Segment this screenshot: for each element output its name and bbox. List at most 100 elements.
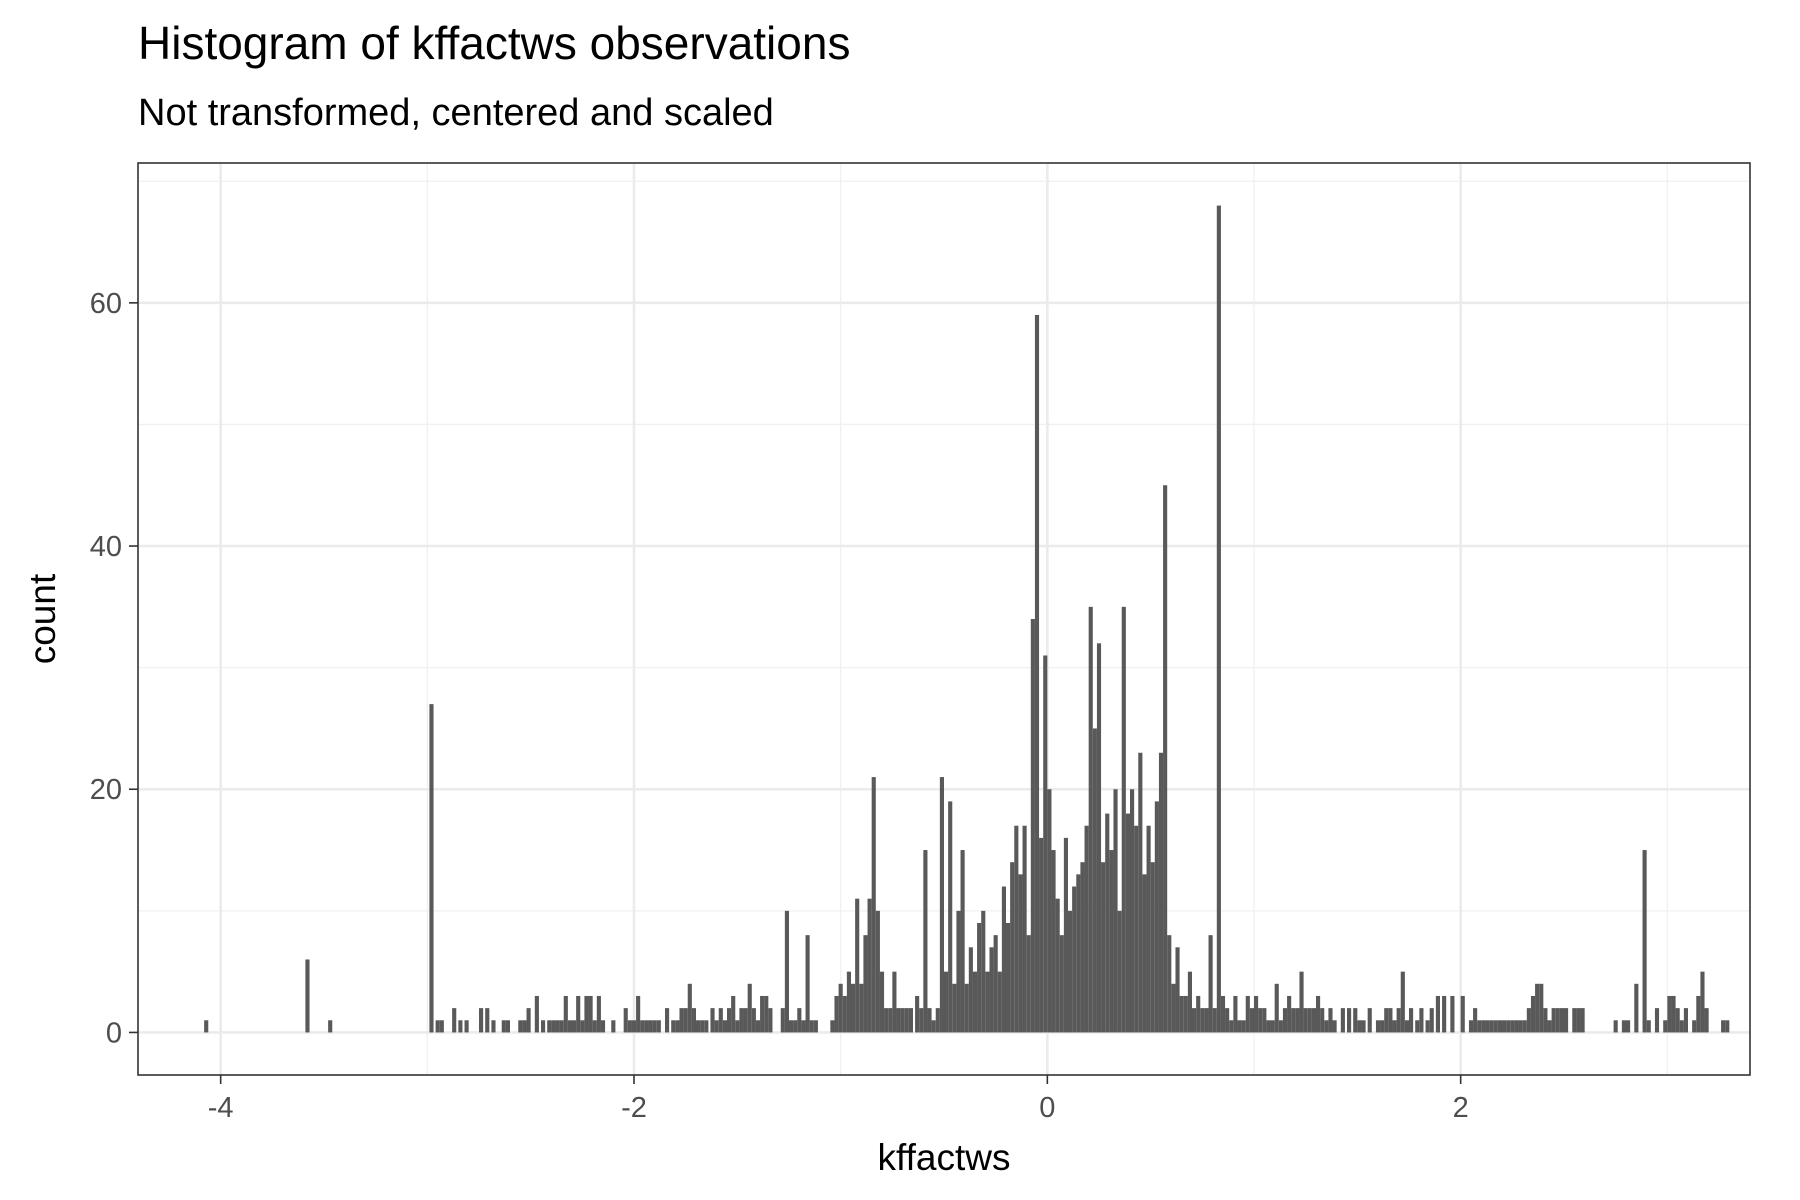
histogram-bar [652,1020,657,1033]
histogram-bar [1220,995,1226,1033]
histogram-bar [1316,995,1321,1033]
histogram-bar [972,971,978,1033]
histogram-bar [547,1020,552,1033]
histogram-bar [611,1020,616,1033]
histogram-bar [1400,971,1405,1033]
histogram-bar [1450,995,1455,1033]
histogram-bar [997,971,1002,1033]
histogram-bar [1047,789,1052,1033]
histogram-bar [1559,1008,1564,1033]
histogram-bar [518,1020,523,1033]
histogram-bar [1510,1020,1515,1033]
histogram-bar [1142,874,1147,1033]
histogram-bar [846,971,851,1033]
histogram-bar [977,923,982,1033]
histogram-bar [572,1020,577,1033]
histogram-bar [935,1008,940,1033]
histogram-bar [867,898,872,1033]
histogram-bar [700,1020,705,1033]
histogram-bar [780,1008,785,1033]
histogram-bar [1328,1008,1333,1033]
histogram-bar [1055,898,1060,1033]
histogram-bar [1295,1008,1300,1033]
histogram-bar [1212,1008,1217,1033]
histogram-bar [1163,485,1168,1033]
histogram-bar [1493,1020,1498,1033]
histogram-bar [305,959,310,1033]
histogram-bar [1282,1008,1288,1033]
histogram-bar [1266,1020,1271,1033]
histogram-bar [1196,995,1201,1033]
histogram-bar [1663,1020,1668,1033]
histogram-bar [1357,1020,1362,1033]
histogram-bar [1233,995,1238,1033]
plot-border [137,162,1751,1076]
x-tick-label: 0 [1039,1092,1055,1124]
histogram-bar [1613,1020,1618,1033]
histogram-bar [1468,1020,1474,1033]
histogram-bar [871,777,876,1033]
histogram-bar [1262,1008,1267,1033]
x-tick-label: -4 [208,1092,234,1124]
histogram-bar [1409,1008,1414,1033]
histogram-bar [501,1020,506,1033]
histogram-bar [801,1020,806,1033]
histogram-bar [1022,825,1027,1033]
histogram-bar [1477,1020,1482,1033]
histogram-bar [1692,1020,1697,1033]
histogram-bar [687,983,692,1033]
histogram-bar [1375,1020,1381,1033]
histogram-bar [1059,935,1064,1033]
histogram-bar [784,910,789,1033]
histogram-bar [623,1008,628,1033]
histogram-bar [1072,886,1077,1033]
histogram-bar [675,1020,680,1033]
histogram-bar [592,1020,597,1033]
histogram-bar [1216,205,1221,1033]
histogram-bar [1150,862,1155,1033]
x-tick-label: -2 [621,1092,647,1124]
histogram-bar [1311,1008,1316,1033]
histogram-bar [1580,1008,1585,1033]
histogram-bar [1642,850,1647,1033]
histogram-bar [879,971,885,1033]
histogram-bar [1303,1008,1308,1033]
histogram-bar [985,971,990,1033]
histogram-bar [1683,1008,1688,1033]
histogram-bar [1030,619,1035,1033]
histogram-bar [1481,1020,1486,1033]
histogram-bar [485,1008,490,1033]
histogram-bar [479,1008,484,1033]
histogram-bar [1167,935,1172,1033]
histogram-bar [435,1020,440,1033]
histogram-bar [908,1008,913,1033]
histogram-bar [892,971,897,1033]
histogram-bar [1245,995,1250,1033]
histogram-bar [555,1020,560,1033]
histogram-bar [1204,1008,1209,1033]
histogram-bar [888,1008,893,1033]
x-axis: -4 -2 0 2 [208,1075,1469,1124]
histogram-bar [1621,1020,1626,1033]
histogram-bar [830,1020,835,1033]
histogram-bar [1384,1008,1389,1033]
histogram-bar [671,1020,676,1033]
histogram-bar [1001,886,1006,1033]
histogram-bar [981,910,986,1033]
histogram-bar [1274,983,1279,1033]
histogram-bar [859,983,864,1033]
histogram-bar [948,801,953,1033]
histogram-bar [458,1020,463,1033]
histogram-bar [805,935,810,1033]
y-axis: 0 20 40 60 [90,288,138,1049]
histogram-bar [1324,1020,1329,1033]
histogram-bar [636,995,641,1033]
histogram-bar [1076,874,1081,1033]
histogram-bar [627,1020,632,1033]
histogram-bar [1654,1008,1660,1033]
histogram-bar [1084,825,1089,1033]
histogram-bar [559,1020,564,1033]
histogram-bar [855,898,860,1033]
histogram-bar [1063,837,1068,1033]
histogram-bar [1096,643,1102,1033]
